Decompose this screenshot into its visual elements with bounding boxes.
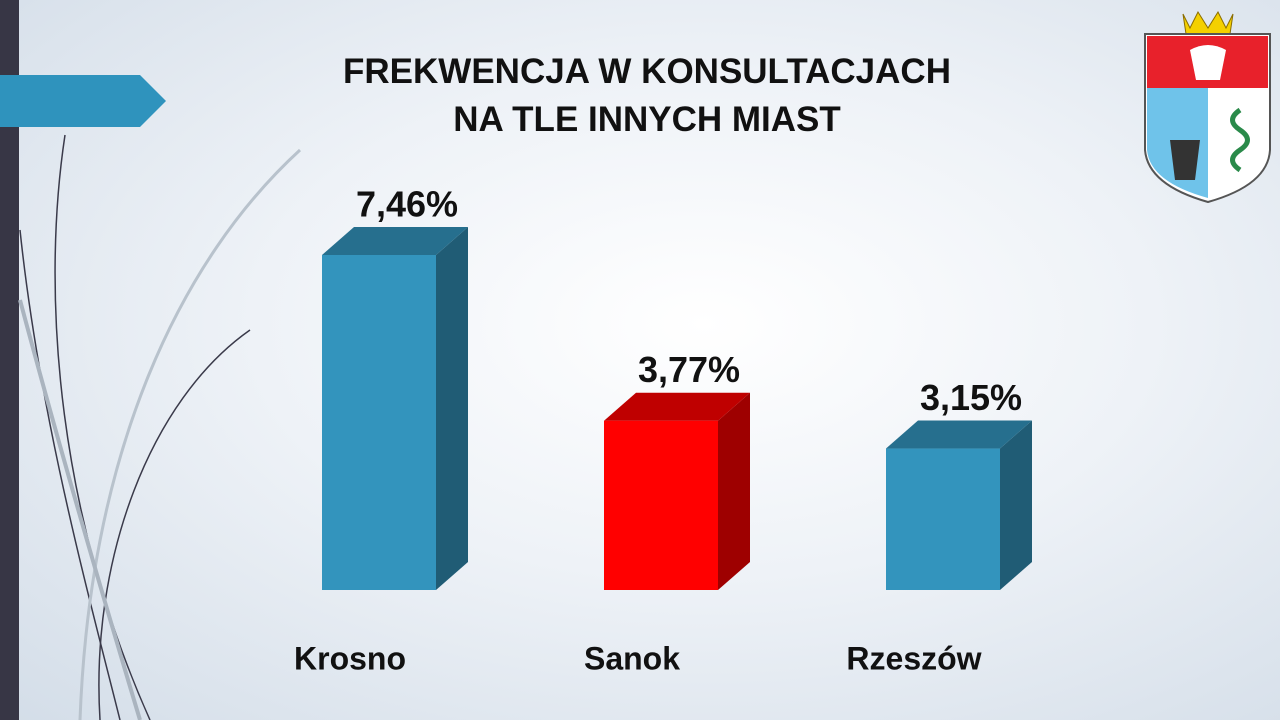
bar-top: [322, 227, 468, 255]
category-label: Sanok: [584, 640, 680, 676]
value-label: 3,15%: [920, 377, 1022, 418]
value-label: 3,77%: [638, 349, 740, 390]
coat-of-arms: [1144, 10, 1271, 204]
chart-title: FREKWENCJA W KONSULTACJACH NA TLE INNYCH…: [343, 52, 951, 139]
value-label: 7,46%: [356, 184, 458, 225]
bar-side: [718, 392, 750, 590]
decor-curves: [18, 134, 302, 720]
arrow-banner: [0, 75, 166, 127]
side-band: [0, 0, 19, 720]
bar: [886, 448, 1000, 590]
bar: [322, 255, 436, 590]
bar-side: [1000, 420, 1032, 590]
category-label: Rzeszów: [846, 640, 981, 676]
bar-side: [436, 227, 468, 590]
bar: [604, 420, 718, 590]
bar-top: [604, 392, 750, 421]
bar-top: [886, 420, 1032, 449]
category-label: Krosno: [294, 640, 406, 676]
